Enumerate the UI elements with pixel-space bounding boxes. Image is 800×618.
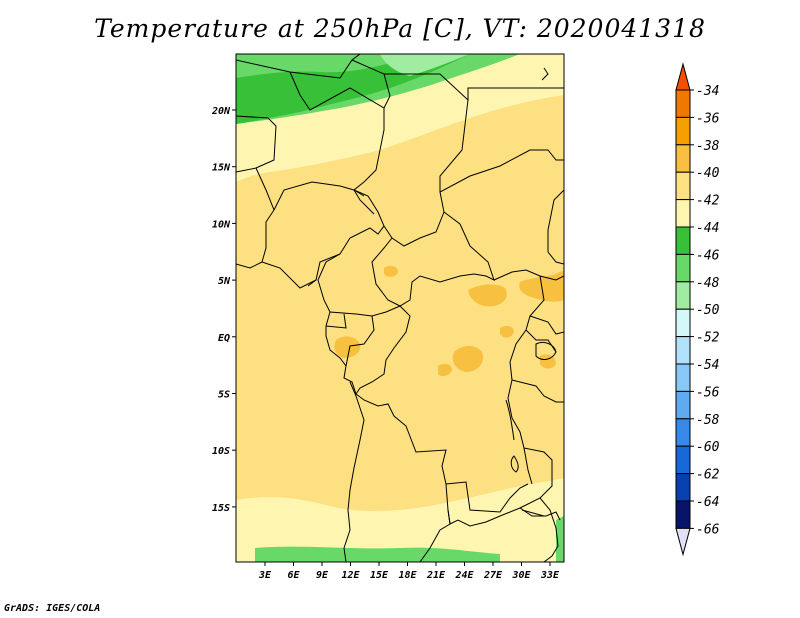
colorbar-label: -62 — [696, 468, 720, 483]
colorbar-cell — [675, 390, 691, 420]
colorbar-cell — [675, 253, 691, 283]
lon-tick-label: 9E — [316, 570, 329, 581]
colorbar-label: -66 — [696, 522, 720, 537]
lat-tick-label: 5N — [218, 276, 231, 287]
colorbar-label: -60 — [696, 440, 720, 455]
colorbar-label: -48 — [696, 276, 720, 291]
colorbar-label: -46 — [696, 248, 720, 263]
colorbar-cell — [675, 418, 691, 447]
lon-tick-label: 21E — [426, 570, 446, 581]
colorbar-cell — [675, 308, 691, 338]
field-lightgreen-top — [380, 54, 470, 76]
lat-tick-label: 15S — [212, 503, 230, 514]
lat-tick-label: 10N — [212, 219, 231, 230]
lon-tick-label: 30E — [511, 570, 531, 581]
lon-tick-label: 15E — [370, 570, 389, 581]
colorbar-cell — [675, 226, 691, 255]
colorbar-label: -50 — [696, 303, 720, 318]
colorbar-cell — [675, 116, 691, 146]
field-pale-south — [236, 478, 564, 562]
lon-tick-label: 12E — [341, 570, 360, 581]
colorbar-arrow-top — [675, 62, 691, 91]
field-orange-patch-1 — [468, 284, 507, 307]
colorbar-cell — [675, 199, 691, 228]
field-orange-patch-8 — [540, 354, 556, 369]
colorbar-label: -52 — [696, 331, 720, 346]
colorbar-arrow-bottom — [675, 527, 691, 557]
lat-tick-label: 10S — [212, 446, 230, 457]
temperature-field — [236, 54, 564, 562]
colorbar-label: -58 — [696, 413, 720, 428]
field-orange-patch-4 — [334, 336, 361, 358]
colorbar-label: -54 — [696, 358, 719, 373]
map-frame — [235, 53, 565, 563]
lat-tick-label: 5S — [218, 390, 230, 401]
field-orange-patch-3 — [452, 346, 484, 372]
colorbar-label: -36 — [696, 111, 720, 126]
colorbar-cell — [675, 336, 691, 365]
colorbar-label: -64 — [696, 495, 719, 510]
lat-tick-label: 15N — [212, 163, 231, 174]
colorbar-cell — [675, 363, 691, 392]
colorbar-label: -42 — [696, 194, 720, 209]
colorbar-label: -38 — [696, 139, 720, 154]
colorbar: -34 -36 -38 -40 -42 -44 -46 -48 -50 -52 -54 -56 -58 -… — [675, 62, 720, 557]
lakes — [505, 67, 557, 517]
colorbar-cell — [675, 144, 691, 173]
colorbar-cell — [675, 500, 691, 529]
colorbar-label: -56 — [696, 385, 720, 400]
field-green-east — [556, 516, 564, 562]
country-borders — [236, 54, 564, 562]
lon-tick-label: 6E — [287, 570, 300, 581]
lat-tick-label: EQ — [218, 333, 230, 344]
colorbar-cell — [675, 473, 691, 502]
colorbar-cell — [675, 89, 691, 118]
colorbar-label: -40 — [696, 166, 720, 181]
credit-text: GrADS: IGES/COLA — [4, 603, 101, 614]
colorbar-cell — [675, 171, 691, 201]
latitude-axis: 20N 15N 10N 5N EQ 5S 10S 15S — [211, 106, 236, 514]
field-orange-patch-6 — [384, 265, 398, 277]
lon-tick-label: 33E — [540, 570, 560, 581]
longitude-axis: 3E 6E 9E 12E 15E 18E 21E 24E 27E 30E 33E — [258, 562, 560, 581]
lon-tick-label: 18E — [398, 570, 417, 581]
lon-tick-label: 3E — [258, 570, 272, 581]
field-orange-patch-5 — [438, 363, 452, 377]
colorbar-cell — [675, 281, 691, 310]
lon-tick-label: 27E — [483, 570, 503, 581]
lon-tick-label: 24E — [454, 570, 474, 581]
colorbar-label: -34 — [696, 84, 719, 99]
colorbar-label: -44 — [696, 221, 719, 236]
lat-tick-label: 20N — [211, 106, 231, 117]
chart-title: Temperature at 250hPa [C], VT: 202004131… — [94, 14, 706, 43]
colorbar-cell — [675, 445, 691, 475]
field-orange-patch-7 — [500, 325, 514, 338]
field-green-south — [255, 546, 500, 562]
